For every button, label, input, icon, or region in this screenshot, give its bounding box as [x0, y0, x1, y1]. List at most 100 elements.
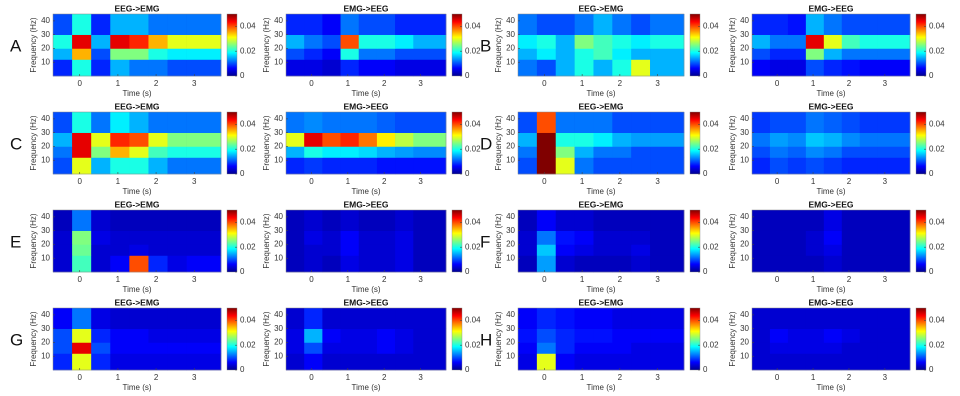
heatmap-cell	[536, 230, 557, 245]
heatmap-cell	[805, 34, 825, 49]
heatmap-cell	[650, 255, 685, 273]
y-tick-label: 40	[506, 16, 515, 25]
chart-title: EEG->EMG	[114, 3, 159, 13]
y-tick-label: 10	[274, 253, 283, 262]
heatmap-cell	[358, 48, 378, 60]
heatmap-cell	[752, 308, 771, 329]
heatmap-cell	[769, 59, 789, 77]
heatmap-cell	[859, 308, 878, 329]
heatmap-cell	[129, 157, 149, 175]
heatmap-cell	[340, 342, 360, 354]
colorbar-tick-label: 0.04	[929, 120, 945, 129]
y-tick-label: 20	[274, 338, 283, 347]
heatmap-cell	[650, 34, 685, 49]
heatmap-cell	[72, 14, 92, 35]
y-tick-label: 10	[740, 253, 749, 262]
x-tick-label: 0	[309, 79, 314, 88]
chart-title: EEG->EMG	[578, 3, 623, 13]
heatmap-cell	[376, 132, 396, 147]
heatmap-cell	[72, 132, 92, 147]
heatmap-cell	[376, 48, 396, 60]
colorbar	[451, 13, 463, 77]
heatmap-cell	[91, 132, 111, 147]
heatmap-cell	[787, 210, 807, 231]
heatmap-cell	[859, 157, 878, 175]
heatmap-cell	[358, 34, 378, 49]
y-tick-label: 10	[41, 351, 50, 360]
colorbar-tick-label: 0	[703, 71, 708, 80]
heatmap-cell	[376, 210, 396, 231]
x-tick-label: 2	[847, 177, 852, 186]
heatmap-cell	[877, 132, 911, 147]
colorbar	[226, 111, 238, 175]
x-tick-label: 1	[811, 275, 816, 284]
heatmap-cell	[91, 328, 111, 343]
colorbar-tick-label: 0.02	[929, 242, 945, 251]
heatmap-cell	[612, 308, 632, 329]
y-tick-label: 20	[740, 44, 749, 53]
chart-title: EEG->EMG	[578, 199, 623, 209]
heatmap-cell	[186, 59, 222, 77]
heatmap-cell	[536, 353, 557, 371]
heatmap-cell	[167, 59, 187, 77]
heatmap-cell	[129, 59, 149, 77]
heatmap-cell	[148, 157, 168, 175]
heatmap-cell	[413, 48, 447, 60]
heatmap-cell	[555, 342, 575, 354]
y-tick-label: 40	[274, 114, 283, 123]
heatmap-cell	[650, 244, 685, 256]
panel-letter: F	[480, 232, 490, 251]
heatmap-cell	[413, 157, 447, 175]
heatmap-cell	[322, 328, 341, 343]
y-axis-label: Frequency (Hz)	[262, 213, 271, 268]
heatmap-cell	[358, 59, 378, 77]
heatmap-cell	[787, 59, 807, 77]
x-tick-label: 3	[192, 275, 197, 284]
colorbar-tick-label: 0.04	[703, 120, 719, 129]
colorbar-tick-label: 0.02	[929, 46, 945, 55]
heatmap-cell	[304, 59, 323, 77]
heatmap-cell	[304, 342, 323, 354]
colorbar-tick-label: 0	[929, 169, 934, 178]
colorbar-tick-label: 0.02	[465, 46, 481, 55]
x-tick-label: 0	[542, 275, 547, 284]
colorbar-tick-label: 0.04	[240, 22, 256, 31]
heatmap-cell	[167, 146, 187, 158]
y-tick-label: 10	[274, 351, 283, 360]
heatmap-cell	[823, 146, 843, 158]
y-tick-label: 10	[740, 351, 749, 360]
heatmap-cell	[72, 328, 92, 343]
colorbar-tick-label: 0.04	[240, 120, 256, 129]
heatmap-cell	[148, 342, 168, 354]
heatmap-cell	[574, 342, 594, 354]
heatmap-cell	[631, 353, 651, 371]
heatmap-cell	[395, 59, 414, 77]
heatmap-cell	[574, 157, 594, 175]
heatmap-cell	[376, 14, 396, 35]
heatmap-cell	[787, 157, 807, 175]
x-tick-label: 0	[78, 275, 83, 284]
heatmap-cell	[555, 112, 575, 133]
heatmap-cell	[769, 112, 789, 133]
heatmap-cell	[395, 14, 414, 35]
heatmap-cell	[110, 255, 130, 273]
y-axis-label: Frequency (Hz)	[494, 115, 503, 170]
heatmap-cell	[72, 342, 92, 354]
x-tick-label: 1	[346, 79, 351, 88]
plot-frame	[285, 13, 447, 77]
heatmap-cell	[841, 112, 861, 133]
heatmap-cell	[413, 210, 447, 231]
heatmap-cell	[631, 342, 651, 354]
y-tick-label: 30	[41, 324, 50, 333]
heatmap-cell	[877, 353, 911, 371]
heatmap-cell	[286, 244, 305, 256]
heatmap-cell	[769, 132, 789, 147]
x-tick-label: 1	[580, 373, 585, 382]
colorbar	[689, 111, 701, 175]
colorbar-tick-label: 0.04	[465, 22, 481, 31]
heatmap-cell	[91, 230, 111, 245]
plot-frame	[285, 209, 447, 273]
heatmap-cell	[650, 157, 685, 175]
heatmap-cell	[859, 132, 878, 147]
heatmap-cell	[53, 255, 73, 273]
